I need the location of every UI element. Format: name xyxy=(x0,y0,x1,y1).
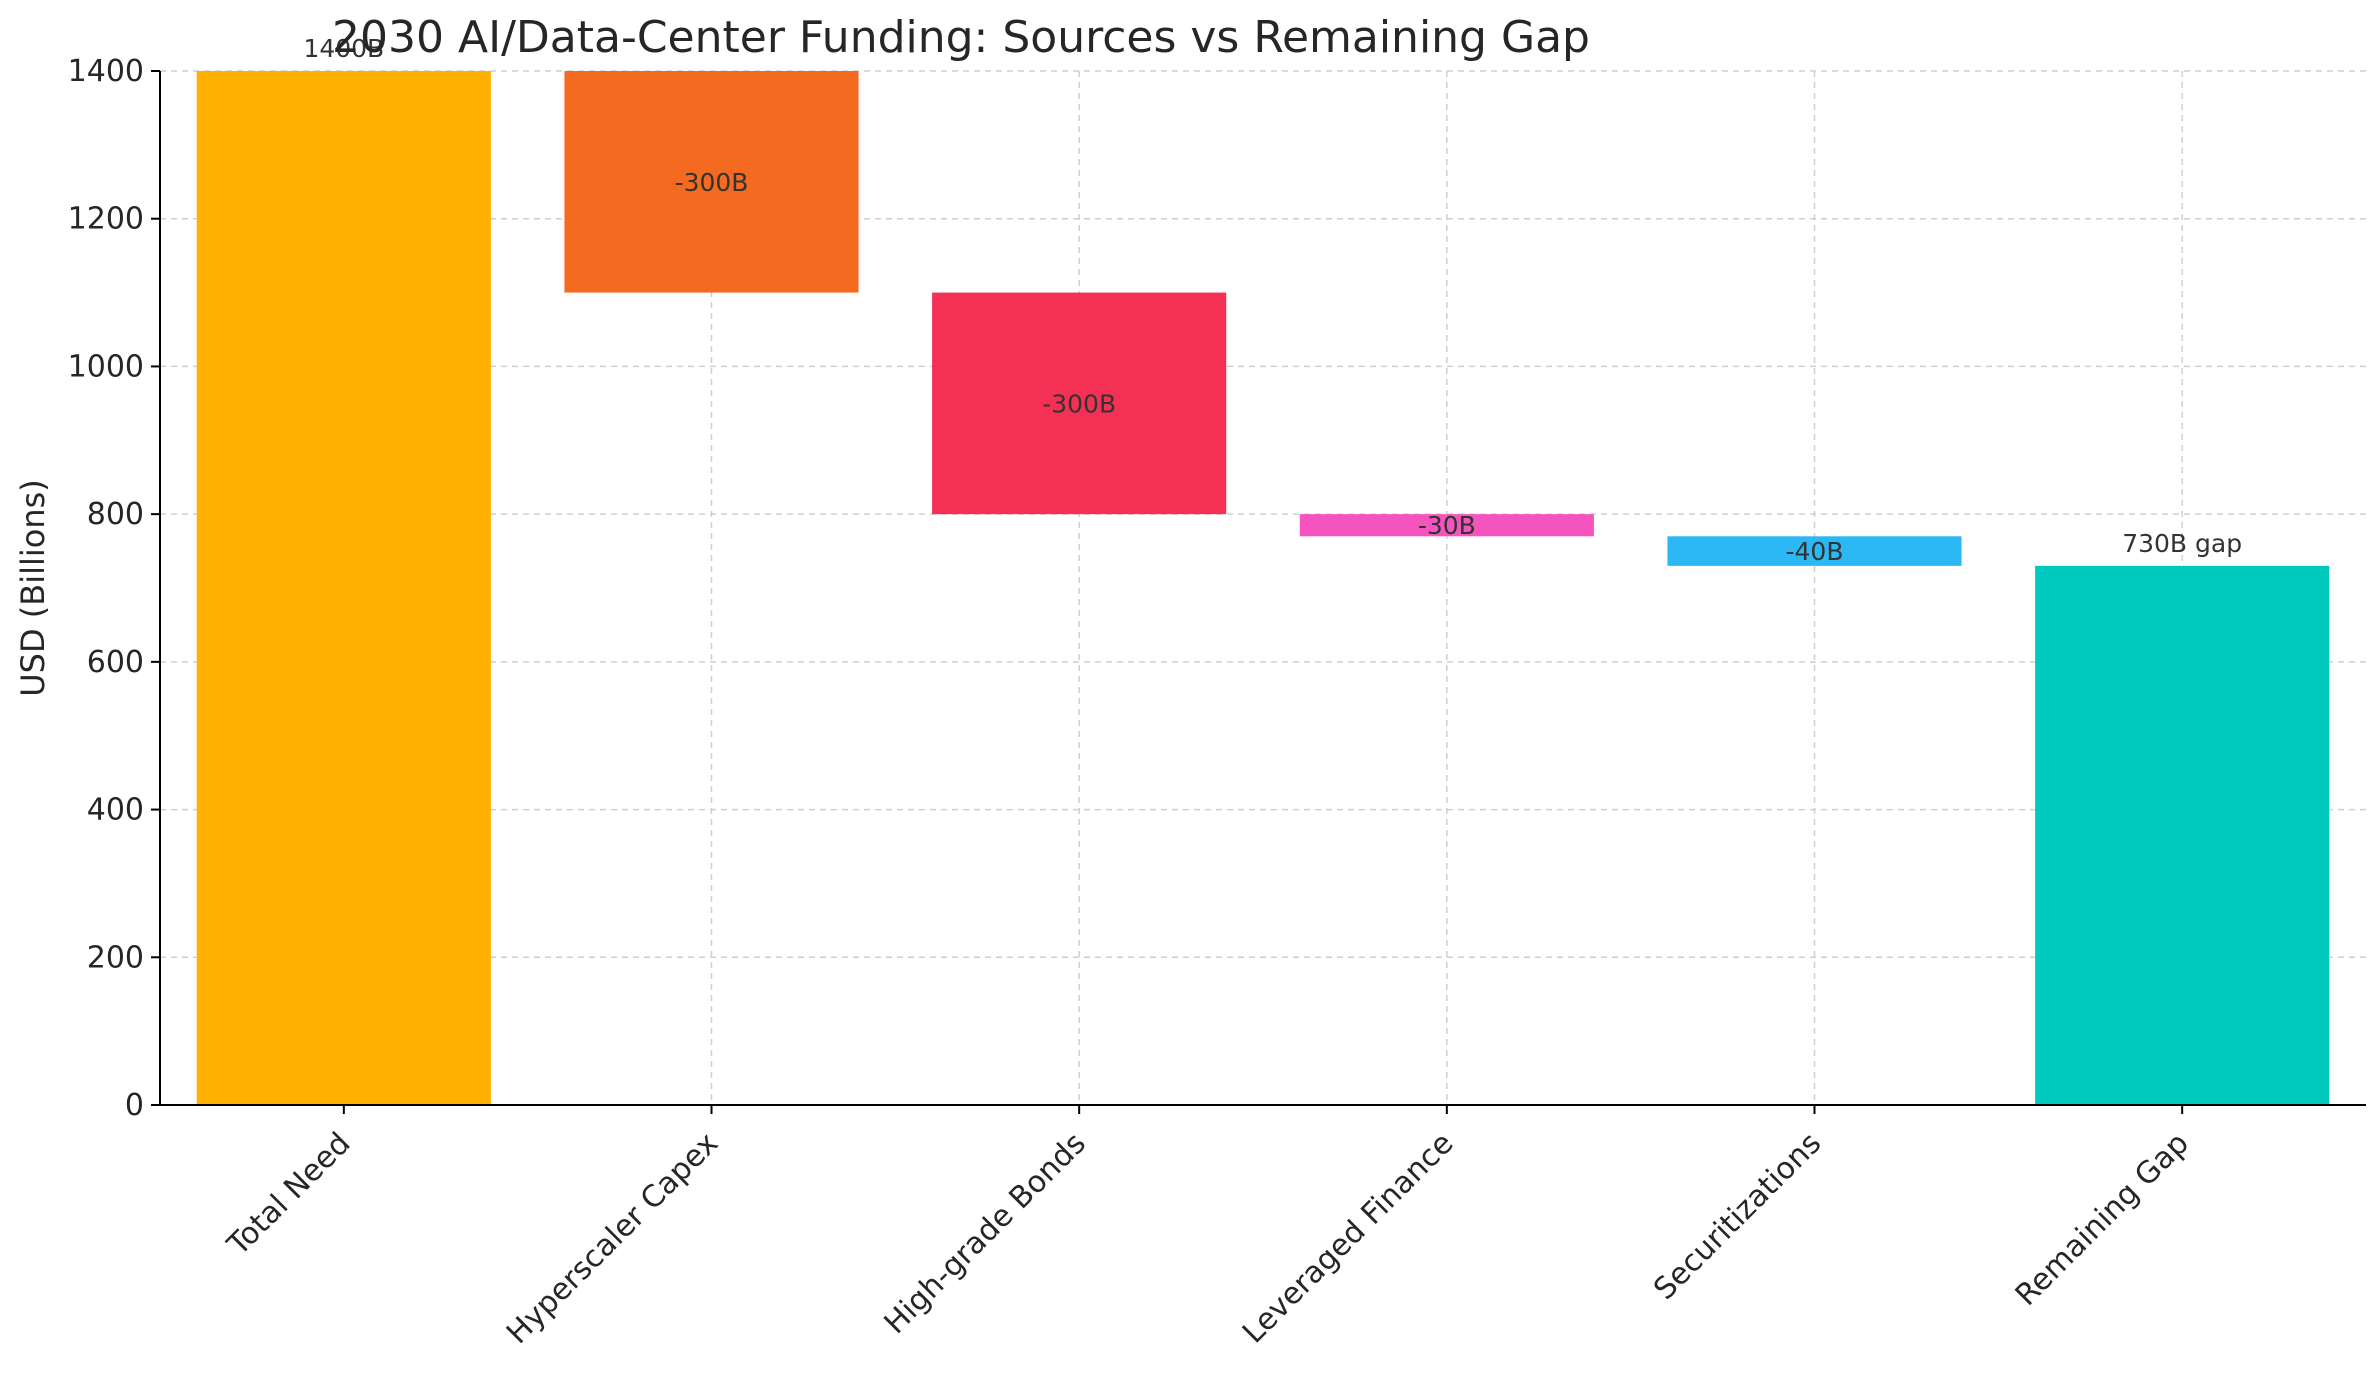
y-tick-label: 1200 xyxy=(68,202,144,237)
y-tick-label: 800 xyxy=(87,497,144,532)
data-label: 1400B xyxy=(303,34,384,63)
y-tick-label: 200 xyxy=(87,940,144,975)
y-axis-label: USD (Billions) xyxy=(14,479,52,697)
data-label: -300B xyxy=(675,168,749,197)
bar-high-grade-bonds xyxy=(932,292,1227,515)
x-tick-label: Remaining Gap xyxy=(2009,1126,2196,1313)
bar-securitizations xyxy=(1667,536,1962,566)
y-tick-label: 1000 xyxy=(68,349,144,384)
data-label: -40B xyxy=(1786,537,1844,566)
x-tick-label: High-grade Bonds xyxy=(878,1126,1093,1341)
bars-layer xyxy=(196,71,2330,1105)
y-tick-label: 1400 xyxy=(68,54,144,89)
x-tick-label: Total Need xyxy=(220,1126,357,1263)
y-tick-label: 0 xyxy=(125,1088,144,1123)
bar-hyperscaler-capex xyxy=(564,71,859,293)
x-tick-label: Securitizations xyxy=(1647,1126,1828,1307)
chart-title: 2030 AI/Data-Center Funding: Sources vs … xyxy=(332,12,1590,63)
data-label: 730B gap xyxy=(2122,529,2242,558)
y-tick-label: 600 xyxy=(87,645,144,680)
bar-remaining-gap xyxy=(2035,565,2330,1105)
grid-layer xyxy=(160,70,2366,1105)
data-label: -300B xyxy=(1042,389,1116,418)
bar-total-need xyxy=(196,71,491,1105)
y-tick-label: 400 xyxy=(87,793,144,828)
bar-leveraged-finance xyxy=(1299,514,1594,537)
x-tick-label: Hyperscaler Capex xyxy=(500,1126,725,1351)
data-label: -30B xyxy=(1418,511,1476,540)
axes-layer xyxy=(151,70,2366,1114)
x-tick-label: Leveraged Finance xyxy=(1236,1126,1460,1350)
